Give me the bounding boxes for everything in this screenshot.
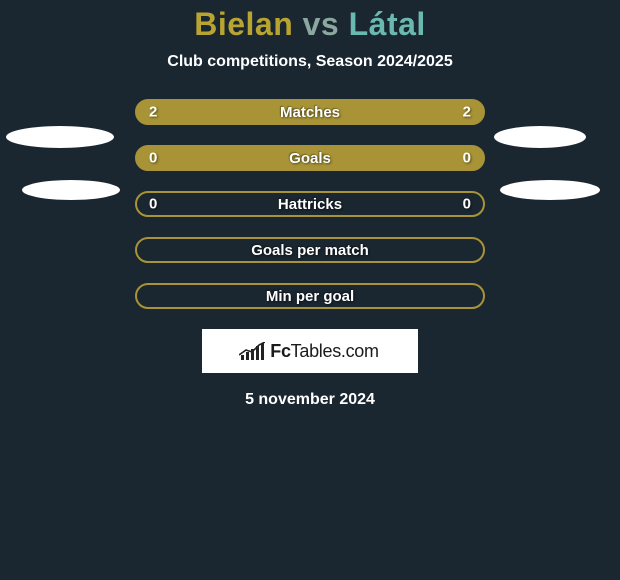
logo-bar-icon (241, 355, 244, 360)
logo-bar-icon (256, 346, 259, 360)
date-text: 5 november 2024 (0, 391, 620, 409)
stat-bar: Goals per match (135, 237, 485, 263)
stat-value-right: 0 (463, 150, 471, 167)
stat-label: Goals (289, 150, 331, 167)
logo-bar-icon (261, 343, 264, 360)
logo-bar-icon (251, 349, 254, 360)
stat-label: Hattricks (278, 196, 342, 213)
stat-value-right: 2 (463, 104, 471, 121)
decorative-ellipse (494, 126, 586, 148)
stat-row: Goals per match (135, 237, 485, 263)
stat-value-left: 2 (149, 104, 157, 121)
fctables-logo: FcTables.com (202, 329, 418, 373)
stat-label: Min per goal (266, 288, 354, 305)
logo-text-rest: Tables (291, 341, 341, 361)
page-title: Bielan vs Látal (0, 0, 620, 43)
stat-value-right: 0 (463, 196, 471, 213)
stat-bar: 2 Matches 2 (135, 99, 485, 125)
logo-bar-icon (246, 352, 249, 360)
logo-text-suffix: .com (341, 341, 379, 361)
subtitle: Club competitions, Season 2024/2025 (0, 53, 620, 71)
stat-row: 0 Hattricks 0 (135, 191, 485, 217)
stat-row: Min per goal (135, 283, 485, 309)
logo-text: FcTables.com (270, 341, 378, 362)
logo-text-strong: Fc (270, 341, 290, 361)
stat-bar: 0 Goals 0 (135, 145, 485, 171)
logo-chart-icon (241, 342, 264, 360)
vs-text: vs (303, 6, 340, 42)
stat-value-left: 0 (149, 150, 157, 167)
stat-bar: Min per goal (135, 283, 485, 309)
decorative-ellipse (6, 126, 114, 148)
stat-row: 2 Matches 2 (135, 99, 485, 125)
decorative-ellipse (22, 180, 120, 200)
stat-label: Goals per match (251, 242, 369, 259)
stat-label: Matches (280, 104, 340, 121)
decorative-ellipse (500, 180, 600, 200)
stat-row: 0 Goals 0 (135, 145, 485, 171)
stat-bar: 0 Hattricks 0 (135, 191, 485, 217)
player2-name: Látal (349, 6, 426, 42)
player1-name: Bielan (194, 6, 293, 42)
stat-value-left: 0 (149, 196, 157, 213)
